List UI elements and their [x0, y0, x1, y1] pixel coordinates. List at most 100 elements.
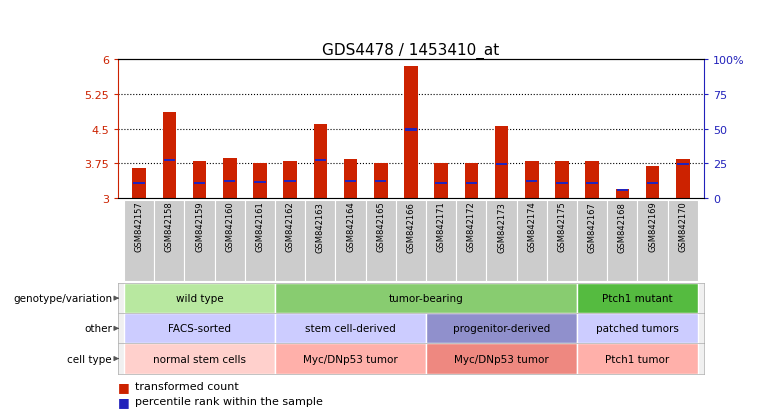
Bar [426, 200, 457, 282]
Bar [577, 283, 698, 313]
Text: GSM842170: GSM842170 [678, 201, 687, 252]
Text: GSM842160: GSM842160 [225, 201, 234, 252]
Bar [275, 313, 426, 344]
Text: wild type: wild type [176, 293, 223, 304]
Bar [646, 166, 659, 199]
Text: GSM842161: GSM842161 [256, 201, 264, 252]
Bar [253, 164, 266, 199]
Text: FACS-sorted: FACS-sorted [168, 323, 231, 334]
Bar [647, 183, 658, 185]
Bar [457, 200, 486, 282]
Text: GSM842162: GSM842162 [285, 201, 295, 252]
Text: Myc/DNp53 tumor: Myc/DNp53 tumor [454, 354, 549, 364]
Bar [616, 189, 628, 191]
Bar [638, 200, 667, 282]
Bar [283, 161, 297, 199]
Text: GSM842165: GSM842165 [376, 201, 385, 252]
Bar [133, 183, 145, 185]
Bar [466, 183, 477, 185]
Bar [224, 181, 235, 183]
Bar [375, 181, 387, 183]
Bar [426, 344, 577, 374]
Bar [547, 200, 577, 282]
Bar [254, 182, 266, 184]
Text: GSM842171: GSM842171 [437, 201, 446, 252]
Bar [124, 313, 275, 344]
Bar [526, 180, 537, 183]
Bar [124, 283, 275, 313]
Bar [275, 200, 305, 282]
Bar [435, 164, 448, 199]
Text: GSM842167: GSM842167 [587, 201, 597, 252]
Text: GSM842157: GSM842157 [135, 201, 144, 252]
Text: GSM842166: GSM842166 [406, 201, 416, 252]
Bar [314, 125, 327, 199]
Bar [124, 200, 154, 282]
Bar [556, 183, 568, 185]
Bar [577, 313, 698, 344]
Text: GSM842168: GSM842168 [618, 201, 627, 252]
Text: Myc/DNp53 tumor: Myc/DNp53 tumor [303, 354, 398, 364]
Bar [154, 200, 184, 282]
Bar [396, 200, 426, 282]
Text: GSM842159: GSM842159 [195, 201, 204, 252]
Text: stem cell-derived: stem cell-derived [305, 323, 396, 334]
Text: GSM842175: GSM842175 [558, 201, 566, 252]
Bar [336, 200, 365, 282]
Bar [577, 200, 607, 282]
Bar [667, 200, 698, 282]
Bar [345, 180, 356, 183]
Text: tumor-bearing: tumor-bearing [389, 293, 463, 304]
Bar [223, 159, 237, 199]
Bar [314, 160, 326, 162]
Bar [163, 113, 176, 199]
Bar [164, 160, 175, 162]
Bar [365, 200, 396, 282]
Bar [275, 344, 426, 374]
Bar [495, 127, 508, 199]
Bar [556, 161, 568, 199]
Bar [245, 200, 275, 282]
Text: GSM842169: GSM842169 [648, 201, 657, 252]
Text: normal stem cells: normal stem cells [153, 354, 246, 364]
Bar [215, 200, 245, 282]
Bar [435, 183, 447, 185]
Text: percentile rank within the sample: percentile rank within the sample [135, 396, 323, 406]
Bar [305, 200, 336, 282]
Text: GSM842172: GSM842172 [466, 201, 476, 252]
Text: ■: ■ [118, 395, 129, 408]
Text: ■: ■ [118, 380, 129, 393]
Text: genotype/variation: genotype/variation [13, 293, 112, 304]
Text: GSM842164: GSM842164 [346, 201, 355, 252]
Bar [585, 161, 599, 199]
Bar [275, 283, 577, 313]
Bar [374, 164, 387, 199]
Text: GSM842158: GSM842158 [165, 201, 174, 252]
Text: GSM842174: GSM842174 [527, 201, 537, 252]
Bar [405, 129, 417, 131]
Bar [426, 313, 577, 344]
Title: GDS4478 / 1453410_at: GDS4478 / 1453410_at [323, 43, 499, 59]
Bar [676, 159, 689, 199]
Text: Ptch1 mutant: Ptch1 mutant [602, 293, 673, 304]
Text: GSM842173: GSM842173 [497, 201, 506, 252]
Bar [194, 183, 205, 185]
Bar [285, 181, 296, 183]
Bar [344, 159, 358, 199]
Text: cell type: cell type [68, 354, 112, 364]
Text: progenitor-derived: progenitor-derived [453, 323, 550, 334]
Bar [577, 344, 698, 374]
Bar [607, 200, 638, 282]
Bar [404, 67, 418, 199]
Bar [193, 161, 206, 199]
Text: GSM842163: GSM842163 [316, 201, 325, 252]
Bar [486, 200, 517, 282]
Bar [496, 164, 508, 166]
Bar [677, 164, 689, 166]
Text: patched tumors: patched tumors [596, 323, 679, 334]
Bar [616, 190, 629, 199]
Bar [517, 200, 547, 282]
Text: other: other [84, 323, 112, 334]
Bar [587, 183, 598, 185]
Bar [132, 169, 146, 199]
